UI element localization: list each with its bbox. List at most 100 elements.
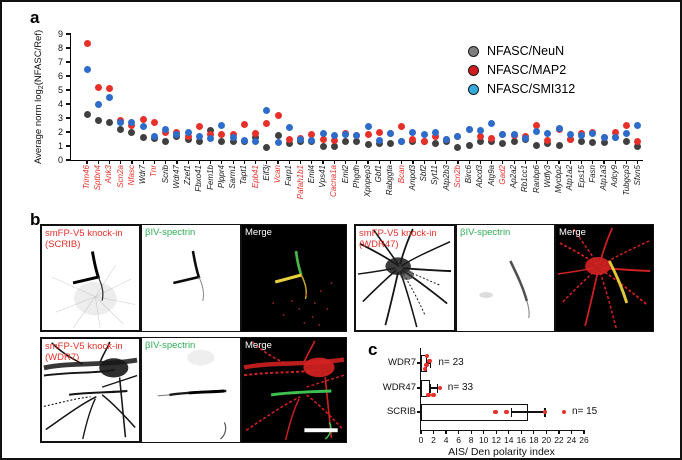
gene-label: Tapt1: [239, 165, 249, 185]
gene-label: Syt11: [430, 165, 440, 185]
data-point: [611, 129, 619, 137]
gene-label: Adcy9: [610, 165, 620, 188]
data-point: [503, 409, 509, 415]
x-axis-tick: [356, 160, 358, 164]
neuron-art: [243, 340, 345, 441]
neuron-art: [479, 260, 530, 319]
x-axis-tick: [536, 160, 538, 164]
y-axis-tick-label: 4: [57, 98, 63, 109]
spectrin-label: βIV-spectrin: [460, 227, 510, 238]
x-axis-tick: [502, 160, 504, 164]
data-point: [623, 121, 631, 129]
legend-swatch: [468, 64, 479, 76]
data-point: [443, 135, 451, 143]
micrograph-wdr7-knockin: smFP-V5 knock-in (WDR7): [40, 337, 141, 443]
x-axis-tick: [333, 160, 335, 164]
knockin-label: smFP-V5 knock-in (WDR47): [359, 228, 437, 251]
data-point: [105, 94, 113, 102]
data-point: [623, 129, 631, 137]
data-point: [364, 131, 372, 139]
x-axis-tick: [533, 430, 535, 434]
x-axis-tick: [495, 430, 497, 434]
data-point: [252, 137, 260, 145]
x-axis-tick: [131, 160, 133, 164]
data-point: [420, 131, 428, 139]
x-axis-tick-label: 24: [566, 435, 577, 445]
data-point: [476, 132, 484, 140]
gene-label: Rabggta: [385, 165, 395, 196]
data-point: [184, 136, 192, 144]
data-point: [465, 125, 473, 133]
data-point: [426, 392, 431, 398]
scatter-plot-area: 0 1 2 3 4 5 6 7 8 9 Trim46 Sptbn4 Ank3 Scn2a Nfasc Wdr7…: [58, 29, 643, 199]
merge-label-text: Merge: [559, 227, 586, 238]
data-point: [510, 137, 518, 145]
x-axis-tick-label: 4: [443, 435, 449, 445]
y-axis-title-sub: 2: [37, 85, 45, 90]
gene-label: Atp2b3: [441, 165, 451, 191]
x-axis-tick: [401, 160, 403, 164]
data-point: [544, 136, 552, 144]
legend-item: NFASC/NeuN: [468, 44, 575, 58]
x-axis-tick: [468, 160, 470, 164]
data-point: [499, 140, 507, 148]
x-axis-tick: [583, 430, 585, 434]
neuron-art: [272, 250, 333, 326]
legend-label: NFASC/MAP2: [487, 63, 567, 77]
merge-label-text: Merge: [245, 340, 272, 351]
x-axis-tick: [603, 160, 605, 164]
error-bar-cap: [436, 383, 438, 393]
data-point: [420, 137, 428, 145]
x-axis-tick: [457, 160, 459, 164]
x-axis-tick: [277, 160, 279, 164]
gene-label: Fem1b: [205, 165, 215, 190]
x-axis-tick: [513, 160, 515, 164]
gene-label: Scrib: [160, 165, 170, 184]
data-point: [424, 353, 430, 359]
data-point: [634, 138, 642, 146]
data-point: [117, 118, 125, 126]
data-point: [274, 111, 282, 119]
data-point: [600, 139, 608, 146]
y-axis-tick-label: 9: [57, 28, 63, 39]
x-axis-tick: [288, 160, 290, 164]
x-axis-tick: [508, 430, 510, 434]
data-point: [150, 119, 158, 127]
gene-label: Fbxo41: [194, 165, 204, 192]
neuron-art: [173, 250, 205, 302]
y-axis-title-suffix: (NFASC/Ref): [33, 29, 44, 86]
data-point: [493, 409, 498, 415]
data-point: [308, 130, 316, 138]
y-axis-tick: [66, 61, 71, 63]
data-point: [94, 100, 102, 108]
x-axis-title: AIS/ Den polarity index: [448, 446, 555, 458]
micrograph-scrib-merge: Merge: [241, 224, 347, 332]
data-point: [611, 134, 619, 142]
data-point: [128, 129, 136, 137]
panel-c-bar-chart: n= 23 n= 33 n= 15 0 2 4 6 8 10 12 14 16 18 20 22 24 26 A…: [358, 346, 680, 458]
y-axis-tick-label: 8: [57, 42, 63, 53]
data-point: [476, 138, 484, 146]
data-point: [353, 132, 361, 139]
x-axis-tick: [432, 430, 435, 434]
y-axis-tick: [417, 411, 421, 413]
data-point: [285, 139, 293, 147]
x-axis-tick: [569, 160, 571, 164]
data-point: [578, 138, 586, 146]
data-point: [386, 129, 394, 137]
gene-label: Nfasc: [126, 165, 136, 186]
data-point: [105, 85, 113, 93]
gene-label: Abcd3: [475, 165, 485, 188]
data-point: [510, 131, 518, 139]
x-axis-tick: [547, 160, 549, 164]
data-point: [409, 129, 417, 137]
x-axis-tick: [570, 430, 573, 434]
neuron-art: [51, 251, 136, 329]
data-point: [424, 362, 429, 368]
data-point: [274, 139, 282, 146]
data-point: [263, 120, 271, 128]
x-axis-tick: [545, 430, 548, 434]
gene-label: Ank3: [104, 165, 114, 184]
x-axis-tick-label: 6: [456, 435, 461, 445]
x-axis-tick: [120, 160, 122, 164]
